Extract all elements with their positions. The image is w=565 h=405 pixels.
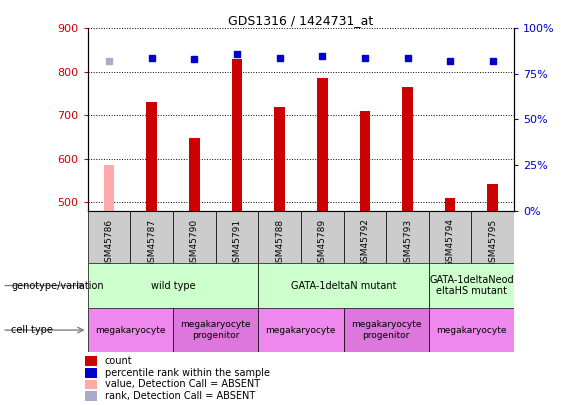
Title: GDS1316 / 1424731_at: GDS1316 / 1424731_at <box>228 14 373 27</box>
Bar <box>359 111 370 211</box>
Bar <box>88 308 173 352</box>
Text: percentile rank within the sample: percentile rank within the sample <box>105 368 270 378</box>
Bar <box>88 211 131 263</box>
Bar <box>258 308 344 352</box>
Text: GSM45786: GSM45786 <box>105 219 114 268</box>
Text: GSM45787: GSM45787 <box>147 219 156 268</box>
Bar <box>258 263 429 308</box>
Bar <box>232 59 242 211</box>
Bar <box>344 211 386 263</box>
Bar <box>386 211 429 263</box>
Text: GSM45788: GSM45788 <box>275 219 284 268</box>
Bar <box>173 308 258 352</box>
Bar <box>429 211 471 263</box>
Bar <box>173 211 215 263</box>
Bar <box>189 138 199 211</box>
Text: cell type: cell type <box>11 325 53 335</box>
Text: megakaryocyte
progenitor: megakaryocyte progenitor <box>351 320 421 340</box>
Text: megakaryocyte: megakaryocyte <box>266 326 336 335</box>
Text: genotype/variation: genotype/variation <box>11 281 104 290</box>
Bar <box>402 87 413 211</box>
Text: GSM45790: GSM45790 <box>190 219 199 268</box>
Bar <box>131 211 173 263</box>
Bar <box>274 107 285 211</box>
Bar <box>216 211 258 263</box>
Text: GATA-1deltaNeod
eltaHS mutant: GATA-1deltaNeod eltaHS mutant <box>429 275 514 296</box>
Text: megakaryocyte: megakaryocyte <box>95 326 166 335</box>
Bar <box>85 368 97 377</box>
Text: megakaryocyte
progenitor: megakaryocyte progenitor <box>180 320 251 340</box>
Bar <box>258 211 301 263</box>
Text: GSM45793: GSM45793 <box>403 219 412 268</box>
Text: count: count <box>105 356 132 366</box>
Bar <box>488 184 498 211</box>
Text: GSM45792: GSM45792 <box>360 219 370 267</box>
Bar <box>317 78 328 211</box>
Text: GSM45795: GSM45795 <box>488 219 497 268</box>
Text: GSM45794: GSM45794 <box>446 219 455 267</box>
Text: value, Detection Call = ABSENT: value, Detection Call = ABSENT <box>105 379 260 390</box>
Bar <box>471 211 514 263</box>
Bar <box>85 379 97 389</box>
Text: GSM45791: GSM45791 <box>232 219 241 268</box>
Text: megakaryocyte: megakaryocyte <box>436 326 507 335</box>
Bar <box>429 263 514 308</box>
Bar <box>103 165 114 211</box>
Bar <box>344 308 429 352</box>
Bar <box>88 263 258 308</box>
Text: GATA-1deltaN mutant: GATA-1deltaN mutant <box>291 281 396 290</box>
Text: GSM45789: GSM45789 <box>318 219 327 268</box>
Bar <box>85 356 97 366</box>
Text: rank, Detection Call = ABSENT: rank, Detection Call = ABSENT <box>105 391 255 401</box>
Bar <box>85 391 97 401</box>
Bar <box>429 308 514 352</box>
Bar <box>146 102 157 211</box>
Bar <box>445 198 455 211</box>
Text: wild type: wild type <box>151 281 195 290</box>
Bar <box>301 211 344 263</box>
